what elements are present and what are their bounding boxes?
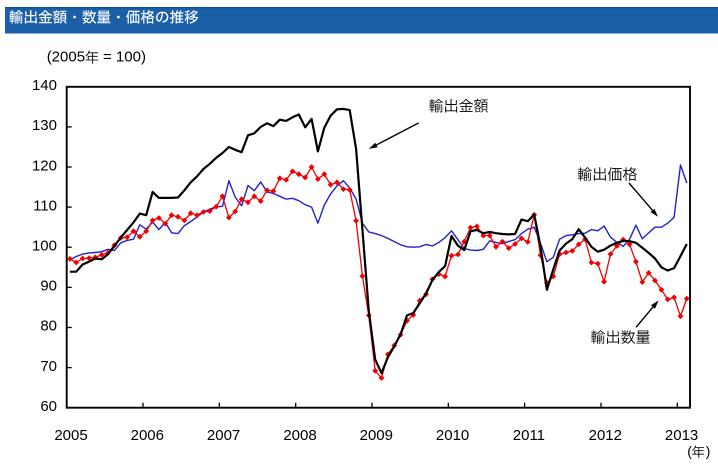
svg-text:2005: 2005 <box>54 427 87 444</box>
svg-text:120: 120 <box>32 157 57 174</box>
svg-text:2011: 2011 <box>513 427 545 444</box>
svg-text:140: 140 <box>32 77 57 94</box>
svg-text:90: 90 <box>40 278 57 295</box>
svg-text:100: 100 <box>32 238 57 255</box>
svg-text:110: 110 <box>33 197 57 214</box>
svg-text:2013: 2013 <box>665 427 698 444</box>
svg-text:70: 70 <box>40 358 57 375</box>
svg-text:2008: 2008 <box>283 427 316 444</box>
svg-text:2009: 2009 <box>360 427 393 444</box>
svg-text:2007: 2007 <box>207 427 240 444</box>
svg-text:2010: 2010 <box>436 427 469 444</box>
svg-text:80: 80 <box>40 318 57 335</box>
svg-text:): ) <box>706 443 711 459</box>
svg-text:130: 130 <box>32 117 57 134</box>
svg-text:60: 60 <box>40 398 57 415</box>
svg-text:2006: 2006 <box>131 427 164 444</box>
svg-text:= 100): = 100) <box>103 49 146 66</box>
svg-text:2012: 2012 <box>589 427 622 444</box>
svg-text:(: ( <box>687 443 692 459</box>
svg-text:(2005: (2005 <box>47 49 85 66</box>
